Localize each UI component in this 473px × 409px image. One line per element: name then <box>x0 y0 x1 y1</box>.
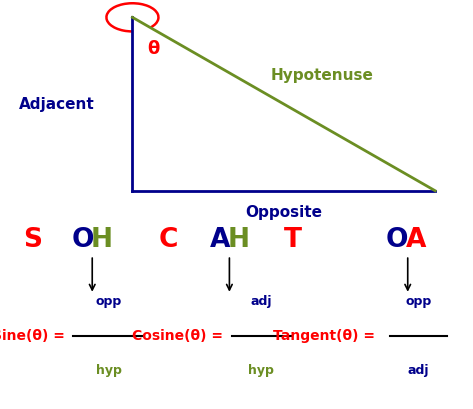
Text: C: C <box>158 227 177 253</box>
Text: A: A <box>210 227 230 253</box>
Text: O: O <box>71 227 94 253</box>
Text: Opposite: Opposite <box>245 205 322 220</box>
Text: Adjacent: Adjacent <box>19 97 95 112</box>
Text: S: S <box>24 227 43 253</box>
Text: hyp: hyp <box>96 364 122 377</box>
Text: T: T <box>284 227 302 253</box>
Text: H: H <box>91 227 113 253</box>
Text: opp: opp <box>405 295 432 308</box>
Text: Tangent(θ) =: Tangent(θ) = <box>273 329 375 343</box>
Text: hyp: hyp <box>248 364 274 377</box>
Text: O: O <box>386 227 409 253</box>
Text: Cosine(θ) =: Cosine(θ) = <box>132 329 223 343</box>
Text: Hypotenuse: Hypotenuse <box>270 68 373 83</box>
Text: H: H <box>228 227 250 253</box>
Text: θ: θ <box>148 40 160 58</box>
Text: opp: opp <box>96 295 122 308</box>
Text: adj: adj <box>251 295 272 308</box>
Text: Sine(θ) =: Sine(θ) = <box>0 329 65 343</box>
Text: A: A <box>406 227 427 253</box>
Text: adj: adj <box>408 364 429 377</box>
